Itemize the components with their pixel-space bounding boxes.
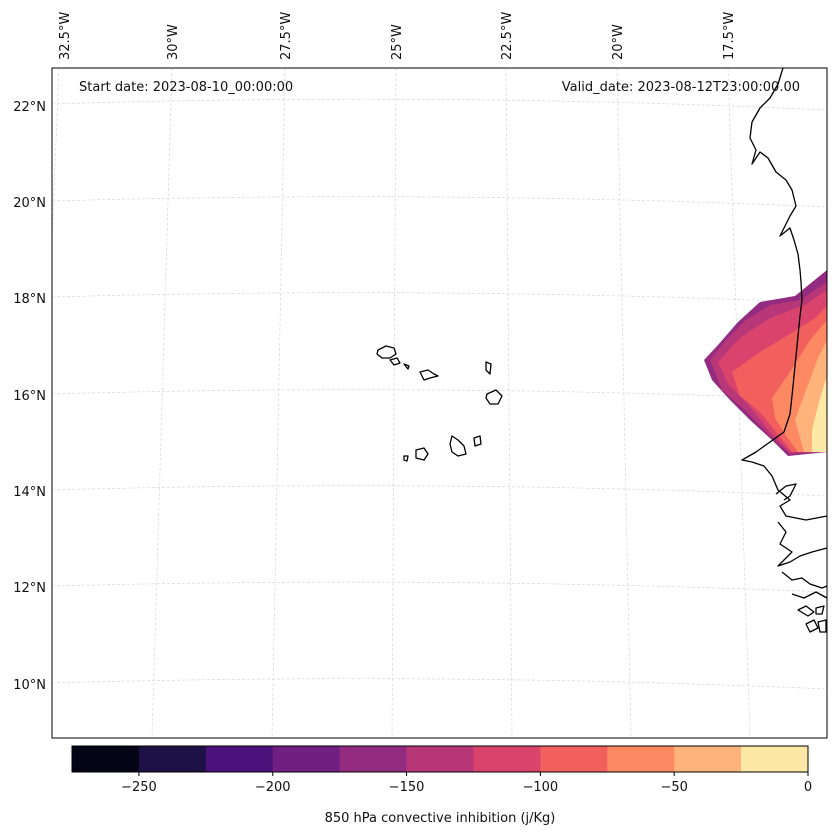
- colorbar-label: 850 hPa convective inhibition (j/Kg): [325, 811, 556, 826]
- meridian-22-5w: [505, 67, 513, 739]
- parallel-16n: [51, 389, 828, 401]
- island-boa-vista: [485, 389, 503, 405]
- island-sao-vicente: [389, 357, 401, 366]
- island-bijagos-4: [817, 619, 827, 633]
- lat-label: 18°N: [13, 292, 46, 307]
- island-fogo: [415, 447, 429, 461]
- meridian-25w: [391, 67, 397, 739]
- colorbar-segment: [473, 746, 541, 772]
- meridian-27-5w: [271, 67, 286, 739]
- colorbar-segment: [607, 746, 675, 772]
- colorbar-tick-label: 0: [804, 780, 812, 795]
- colorbar-ticks: −250 −200 −150 −100 −50 0: [121, 772, 812, 795]
- latitude-labels: 22°N 20°N 18°N 16°N 14°N 12°N 10°N: [13, 100, 46, 693]
- meridian-32-5w: [51, 67, 60, 241]
- colorbar-segment: [72, 746, 140, 772]
- colorbar-segment: [138, 746, 207, 772]
- lat-label: 16°N: [13, 389, 46, 404]
- colorbar-segment: [540, 746, 608, 772]
- island-bijagos-3: [805, 619, 819, 633]
- cape-verde-peninsula: [775, 483, 797, 501]
- lon-label: 17.5°W: [722, 12, 737, 60]
- colorbar-frame: [71, 745, 809, 773]
- africa-coastline: [741, 67, 828, 521]
- map-frame: [51, 67, 828, 739]
- graticule: [51, 67, 828, 739]
- lat-label: 14°N: [13, 485, 46, 500]
- island-maio: [473, 435, 482, 447]
- colorbar-tick-label: −200: [255, 780, 291, 795]
- parallel-10n: [51, 678, 828, 690]
- bijagos-coast: [791, 591, 828, 599]
- start-date-label: Start date: 2023-08-10_00:00:00: [79, 80, 293, 95]
- colorbar-tick-label: −100: [523, 780, 559, 795]
- island-santa-luzia: [403, 363, 410, 370]
- lat-label: 12°N: [13, 581, 46, 596]
- colorbar-segment: [406, 746, 474, 772]
- map-area: [52, 68, 827, 738]
- cin-contours: [704, 270, 827, 456]
- parallel-12n: [51, 581, 828, 593]
- meridian-30w: [151, 67, 173, 739]
- longitude-labels: 32.5°W 30°W 27.5°W 25°W 22.5°W 20°W 17.5…: [58, 12, 737, 60]
- gambia-coast: [777, 521, 828, 567]
- lon-label: 20°W: [611, 24, 626, 60]
- parallel-18n: [51, 292, 828, 304]
- parallel-22n: [51, 98, 828, 111]
- lon-label: 22.5°W: [500, 12, 515, 60]
- colorbar-tick-label: −250: [121, 780, 157, 795]
- lat-label: 20°N: [13, 196, 46, 211]
- colorbar-segment: [674, 746, 742, 772]
- island-santo-antao: [376, 345, 397, 359]
- coastlines: [376, 67, 828, 633]
- colorbar-segment: [339, 746, 408, 772]
- lon-label: 30°W: [166, 24, 181, 60]
- island-sal: [485, 361, 492, 375]
- island-brava: [403, 455, 409, 462]
- colorbar-segment: [205, 746, 274, 772]
- lon-label: 25°W: [390, 24, 405, 60]
- guinea-bissau-coast: [781, 571, 828, 589]
- parallel-14n: [51, 485, 828, 497]
- colorbar-tick-label: −150: [389, 780, 425, 795]
- valid-date-label: Valid_date: 2023-08-12T23:00:00.00: [562, 80, 800, 95]
- colorbar-segment: [272, 746, 341, 772]
- meridian-20w: [616, 67, 632, 739]
- colorbar-tick-label: −50: [660, 780, 687, 795]
- lat-label: 10°N: [13, 678, 46, 693]
- cin-band-0: [812, 376, 827, 452]
- parallel-20n: [51, 196, 828, 208]
- lon-label: 27.5°W: [279, 12, 294, 60]
- colorbar: [72, 746, 809, 772]
- island-santiago: [449, 435, 467, 457]
- island-bijagos-2: [815, 605, 825, 615]
- island-bijagos-1: [797, 605, 815, 617]
- colorbar-segment: [741, 746, 809, 772]
- lon-label: 32.5°W: [58, 12, 73, 60]
- island-sao-nicolau: [419, 369, 439, 381]
- lat-label: 22°N: [13, 100, 46, 115]
